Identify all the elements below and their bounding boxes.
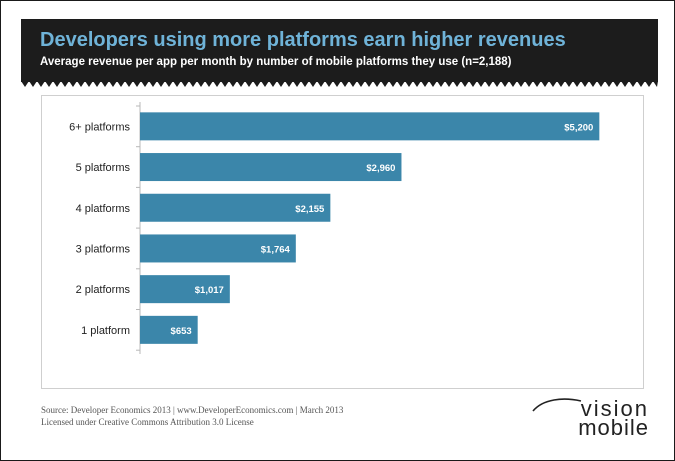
data-label: $653 [171,326,192,337]
license-text: Licensed under Creative Commons Attribut… [41,417,254,427]
logo-line-1: vision [580,396,649,421]
chart-title: Developers using more platforms earn hig… [40,29,566,51]
bar [140,153,402,182]
data-label: $1,764 [261,244,291,255]
category-label: 6+ platforms [69,121,130,133]
logo-swoosh-icon [532,398,582,412]
category-label: 3 platforms [76,243,131,255]
data-label: $1,017 [195,285,224,296]
visionmobile-logo: vision mobile [529,395,649,445]
data-label: $2,960 [366,163,395,174]
bar-chart: 6+ platforms $5,200 5 platforms $2,960 4 pla… [69,102,600,354]
bar [140,315,198,344]
bar [140,112,600,141]
data-label: $5,200 [564,122,593,133]
chart-area: 6+ platforms $5,200 5 platforms $2,960 4 pla… [41,95,644,389]
source-text: Source: Developer Economics 2013 | www.D… [41,405,344,415]
bar [140,234,296,263]
category-label: 4 platforms [76,203,131,215]
category-label: 2 platforms [76,284,131,296]
chart-subtitle: Average revenue per app per month by num… [40,56,512,68]
chart-header: Developers using more platforms earn hig… [21,19,658,82]
bar [140,193,331,222]
source-note: Source: Developer Economics 2013 | www.D… [41,404,343,428]
category-label: 5 platforms [76,162,131,174]
bar [140,275,230,304]
logo-line-2: mobile [578,415,649,440]
zigzag-edge [21,81,658,87]
category-label: 1 platform [81,325,130,337]
data-label: $2,155 [295,204,325,215]
